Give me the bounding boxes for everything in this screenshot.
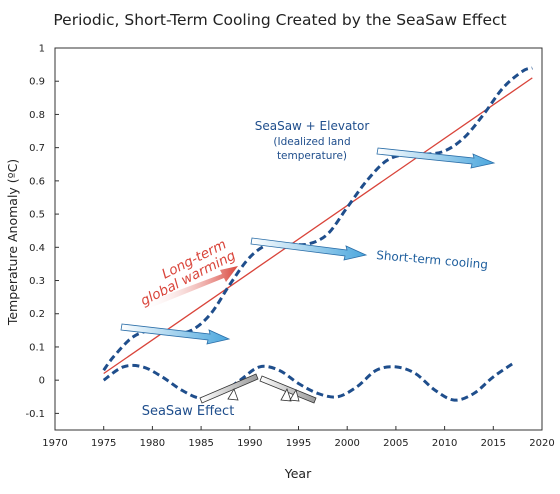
y-tick-label: 0 bbox=[39, 376, 45, 387]
x-tick-label: 2000 bbox=[334, 438, 359, 449]
chart-title: Periodic, Short-Term Cooling Created by … bbox=[53, 11, 506, 29]
x-tick-label: 2015 bbox=[481, 438, 506, 449]
x-tick-label: 1980 bbox=[140, 438, 165, 449]
seasaw-elevator-line bbox=[102, 66, 533, 372]
y-tick-label: 0.9 bbox=[29, 77, 45, 88]
y-tick-label: 0.8 bbox=[29, 110, 45, 121]
y-ticks: -0.1 0 0.1 0.2 0.3 0.4 0.5 0.6 0.7 0.8 0.9 1 bbox=[25, 44, 59, 420]
y-tick-label: 0.2 bbox=[29, 309, 45, 320]
cooling-arrow-1 bbox=[120, 323, 231, 345]
y-tick-label: 0.5 bbox=[29, 210, 45, 221]
x-axis-label: Year bbox=[284, 466, 312, 481]
x-tick-label: 2020 bbox=[529, 438, 554, 449]
y-tick-label: 0.3 bbox=[29, 276, 45, 287]
x-ticks: 1970 1975 1980 1985 1990 1995 2000 2005 2010 2015… bbox=[42, 426, 555, 449]
x-tick-label: 2010 bbox=[432, 438, 457, 449]
x-tick-label: 1975 bbox=[91, 438, 116, 449]
x-tick-label: 1985 bbox=[188, 438, 213, 449]
annotation-idealized-2: temperature) bbox=[277, 150, 347, 162]
y-tick-label: 0.7 bbox=[29, 143, 45, 154]
y-axis-label: Temperature Anomaly (ºC) bbox=[5, 159, 20, 326]
x-tick-label: 1990 bbox=[237, 438, 262, 449]
x-tick-label: 1995 bbox=[286, 438, 311, 449]
y-tick-label: 0.1 bbox=[29, 342, 45, 353]
series-group bbox=[102, 66, 533, 402]
y-tick-label: -0.1 bbox=[25, 409, 45, 420]
trend-line bbox=[103, 77, 533, 375]
annotation-seasaw-effect: SeaSaw Effect bbox=[142, 404, 235, 419]
y-tick-label: 1 bbox=[39, 44, 45, 55]
cooling-arrows bbox=[120, 147, 496, 345]
warming-arrow bbox=[142, 266, 238, 310]
y-tick-label: 0.6 bbox=[29, 176, 45, 187]
x-tick-label: 1970 bbox=[42, 438, 67, 449]
cooling-arrow-3 bbox=[376, 147, 496, 169]
seesaw-icon bbox=[199, 373, 317, 404]
cooling-arrow-2 bbox=[250, 237, 368, 261]
y-tick-label: 0.4 bbox=[29, 243, 45, 254]
x-tick-label: 2005 bbox=[383, 438, 408, 449]
annotation-idealized-1: (Idealized land bbox=[273, 136, 350, 148]
annotation-seasaw-elevator: SeaSaw + Elevator bbox=[255, 119, 370, 133]
annotation-short-term-cooling: Short-term cooling bbox=[376, 248, 489, 272]
seasaw-effect-line bbox=[102, 362, 514, 402]
